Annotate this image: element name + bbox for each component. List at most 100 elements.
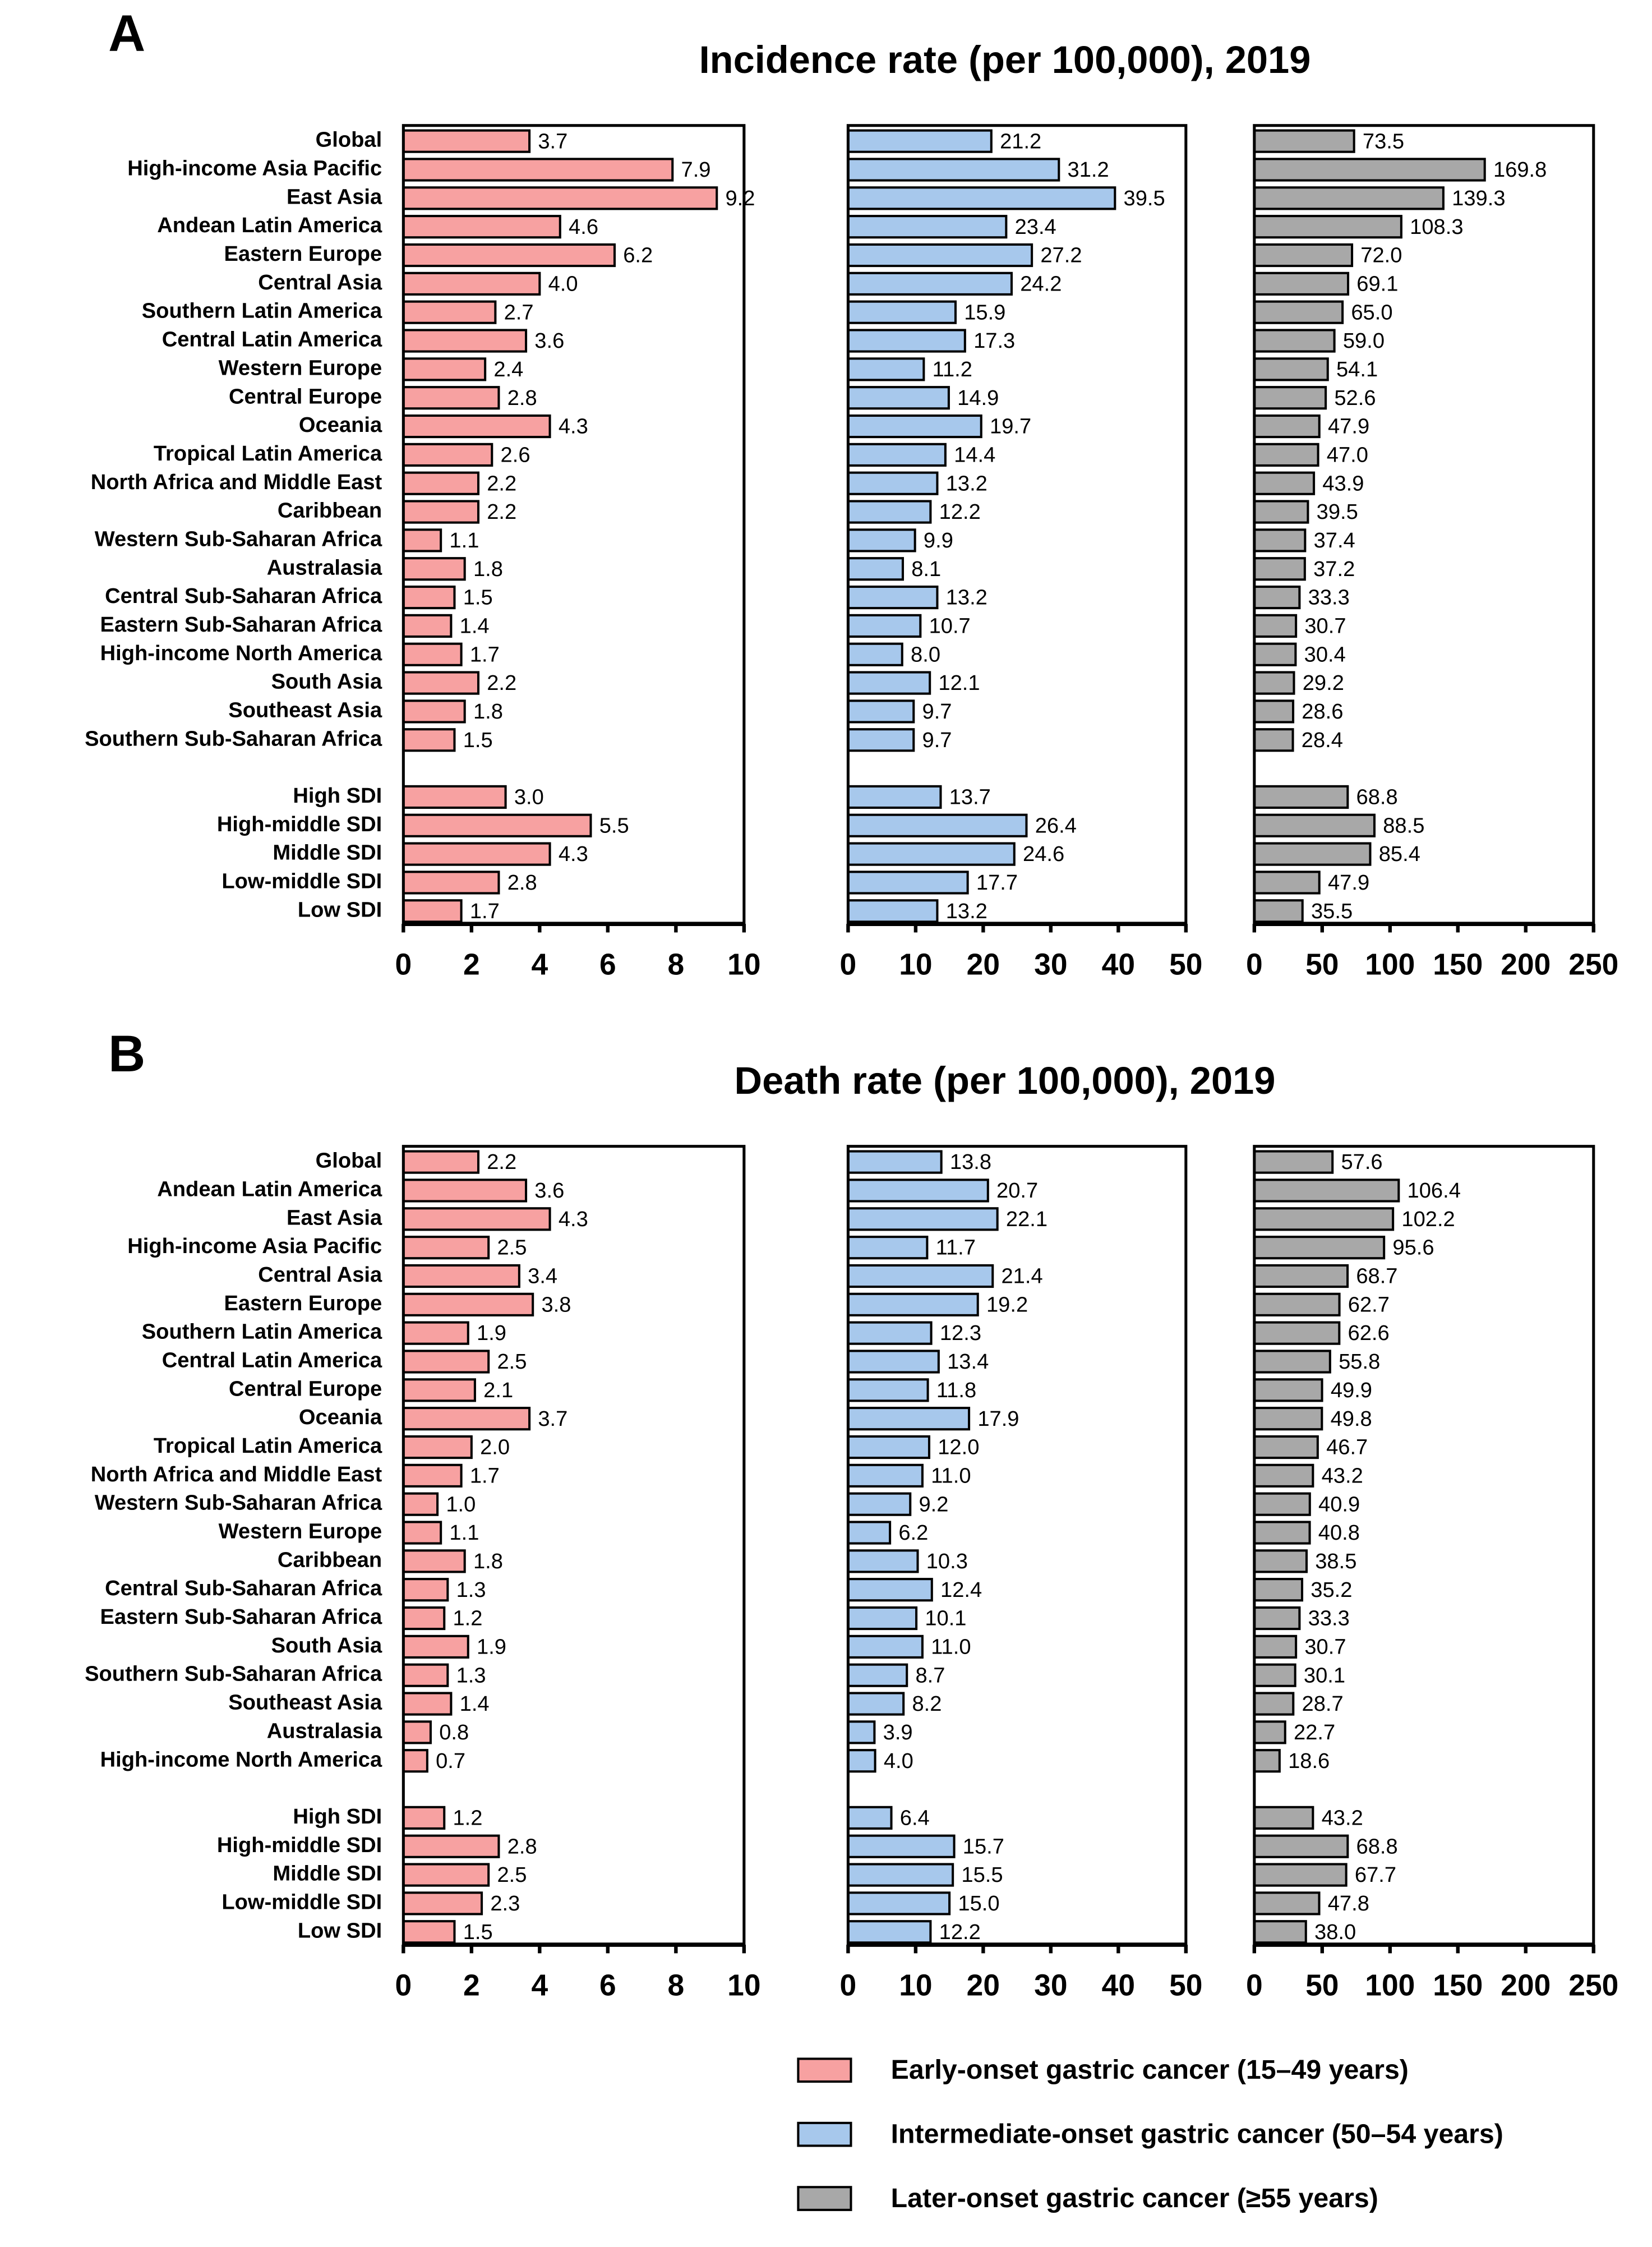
value-label: 1.3 xyxy=(456,1663,486,1687)
bar xyxy=(1253,386,1327,410)
value-label: 15.7 xyxy=(963,1834,1004,1858)
value-label: 54.1 xyxy=(1336,357,1378,381)
bar xyxy=(1253,1321,1341,1345)
value-label: 0.7 xyxy=(436,1749,465,1773)
legend-label: Later-onset gastric cancer (≥55 years) xyxy=(891,2183,1378,2213)
x-tick-label: 10 xyxy=(727,948,760,981)
bar xyxy=(847,1435,931,1459)
value-label: 139.3 xyxy=(1452,186,1505,210)
bar xyxy=(847,1720,876,1744)
category-label: High SDI xyxy=(293,784,382,808)
value-label: 30.7 xyxy=(1304,1634,1346,1659)
value-label: 62.7 xyxy=(1348,1292,1390,1316)
bar xyxy=(1253,414,1321,439)
value-label: 13.2 xyxy=(946,899,987,923)
value-label: 39.5 xyxy=(1317,500,1358,524)
value-label: 49.9 xyxy=(1331,1378,1372,1402)
category-label: Southern Latin America xyxy=(142,299,382,323)
legend-swatch xyxy=(797,2186,852,2211)
x-tick-label: 2 xyxy=(463,948,480,981)
value-label: 11.7 xyxy=(936,1236,976,1260)
value-label: 29.2 xyxy=(1303,671,1344,695)
value-label: 2.2 xyxy=(487,471,516,495)
value-label: 5.5 xyxy=(599,813,629,837)
value-label: 1.0 xyxy=(446,1492,476,1516)
bar xyxy=(402,1749,428,1773)
bar xyxy=(1253,1920,1307,1944)
bar xyxy=(847,1692,905,1716)
value-label: 40.8 xyxy=(1318,1521,1360,1545)
bar xyxy=(402,243,616,268)
category-label: Low-middle SDI xyxy=(222,869,382,893)
category-label: Western Sub-Saharan Africa xyxy=(95,1491,382,1515)
bar xyxy=(1253,1578,1304,1602)
value-label: 3.4 xyxy=(528,1264,557,1288)
value-label: 68.8 xyxy=(1356,785,1398,809)
value-label: 22.1 xyxy=(1006,1207,1048,1231)
x-tick-label: 100 xyxy=(1365,1969,1415,2002)
bar xyxy=(1253,557,1306,581)
value-label: 7.9 xyxy=(681,158,711,182)
value-label: 10.7 xyxy=(929,614,971,638)
category-label: Tropical Latin America xyxy=(154,441,382,466)
bar xyxy=(847,1378,929,1402)
x-tick-label: 250 xyxy=(1568,1969,1618,2002)
value-label: 9.7 xyxy=(922,699,952,724)
category-label: Central Latin America xyxy=(162,1348,382,1373)
value-label: 11.2 xyxy=(933,357,972,381)
bar xyxy=(402,1350,490,1374)
bar xyxy=(1253,1350,1331,1374)
bar xyxy=(1253,1863,1348,1887)
category-label: Eastern Sub-Saharan Africa xyxy=(100,613,382,637)
value-label: 30.1 xyxy=(1304,1663,1345,1687)
value-label: 72.0 xyxy=(1360,243,1402,268)
bar xyxy=(847,614,922,638)
bar xyxy=(402,614,453,638)
value-label: 35.5 xyxy=(1311,899,1353,923)
bar xyxy=(847,1236,929,1260)
category-label: North Africa and Middle East xyxy=(91,470,382,494)
category-label: Eastern Sub-Saharan Africa xyxy=(100,1605,382,1629)
bar xyxy=(1253,699,1295,724)
bar xyxy=(847,528,916,552)
value-label: 14.4 xyxy=(954,443,995,467)
bar xyxy=(847,671,931,695)
x-tick-label: 10 xyxy=(727,1969,760,2002)
bar xyxy=(847,1178,989,1203)
x-tick-label: 0 xyxy=(395,948,412,981)
bar xyxy=(402,1178,528,1203)
bar xyxy=(847,899,939,923)
value-label: 9.9 xyxy=(924,528,953,552)
bar xyxy=(847,243,1033,268)
value-label: 40.9 xyxy=(1318,1492,1360,1516)
value-label: 10.1 xyxy=(925,1606,966,1631)
bar xyxy=(402,671,480,695)
value-label: 43.2 xyxy=(1322,1463,1363,1488)
bar xyxy=(847,443,947,467)
value-label: 52.6 xyxy=(1334,386,1376,410)
bar xyxy=(402,471,480,495)
category-label: South Asia xyxy=(271,670,382,694)
value-label: 106.4 xyxy=(1408,1178,1461,1203)
x-tick-label: 0 xyxy=(1246,948,1263,981)
category-label: North Africa and Middle East xyxy=(91,1462,382,1486)
bar xyxy=(847,1521,892,1545)
bar xyxy=(847,1463,924,1488)
x-tick-label: 4 xyxy=(531,1969,548,2002)
category-label: Western Europe xyxy=(219,1520,382,1544)
value-label: 47.0 xyxy=(1327,443,1368,467)
value-label: 59.0 xyxy=(1343,329,1385,353)
bar xyxy=(1253,1891,1321,1916)
bar xyxy=(402,215,561,239)
bar xyxy=(1253,1463,1314,1488)
value-label: 1.5 xyxy=(463,728,493,752)
value-label: 1.1 xyxy=(449,1521,479,1545)
bar xyxy=(402,871,500,895)
value-label: 47.8 xyxy=(1328,1891,1369,1916)
category-label: Central Europe xyxy=(229,1376,382,1401)
legend-label: Early-onset gastric cancer (15–49 years) xyxy=(891,2055,1409,2085)
category-label: High-middle SDI xyxy=(217,1833,382,1857)
bar xyxy=(1253,443,1319,467)
value-label: 4.6 xyxy=(569,215,598,239)
